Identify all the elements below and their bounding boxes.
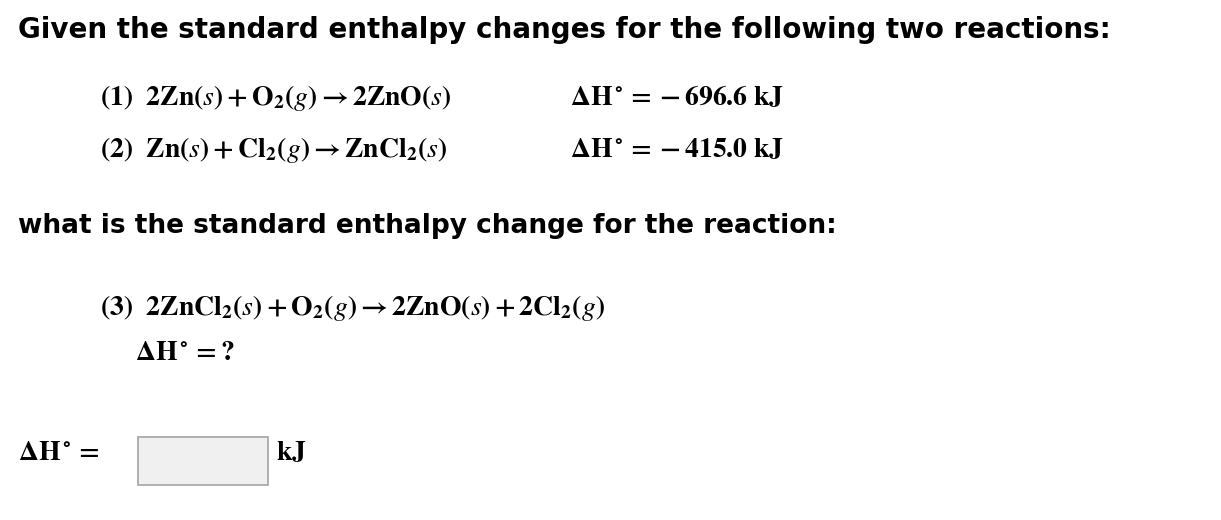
Text: $\mathbf{(2) \ \ Zn(}s\mathbf{) + Cl_2(}g\mathbf{) \rightarrow ZnCl_2(}s\mathbf{: $\mathbf{(2) \ \ Zn(}s\mathbf{) + Cl_2(}… bbox=[100, 135, 448, 165]
Text: what is the standard enthalpy change for the reaction:: what is the standard enthalpy change for… bbox=[18, 213, 836, 239]
Text: $\mathbf{(3) \ \ 2ZnCl_2(}s\mathbf{) + O_2(}g\mathbf{) \rightarrow 2ZnO(}s\mathb: $\mathbf{(3) \ \ 2ZnCl_2(}s\mathbf{) + O… bbox=[100, 293, 604, 323]
Text: $\mathbf{\Delta H^\circ =?}$: $\mathbf{\Delta H^\circ =?}$ bbox=[136, 341, 234, 366]
Text: $\mathbf{\Delta H^\circ = -415.0 \ kJ}$: $\mathbf{\Delta H^\circ = -415.0 \ kJ}$ bbox=[570, 138, 784, 163]
Text: $\mathbf{kJ}$: $\mathbf{kJ}$ bbox=[276, 441, 306, 466]
Text: $\mathbf{(1) \ \ 2Zn(}s\mathbf{) + O_2(}g\mathbf{) \rightarrow 2ZnO(}s\mathbf{)}: $\mathbf{(1) \ \ 2Zn(}s\mathbf{) + O_2(}… bbox=[100, 83, 452, 113]
Text: $\mathbf{\Delta H^\circ =}$: $\mathbf{\Delta H^\circ =}$ bbox=[18, 441, 100, 466]
Text: Given the standard enthalpy changes for the following two reactions:: Given the standard enthalpy changes for … bbox=[18, 16, 1111, 44]
Text: $\mathbf{\Delta H^\circ = -696.6 \ kJ}$: $\mathbf{\Delta H^\circ = -696.6 \ kJ}$ bbox=[570, 85, 784, 111]
